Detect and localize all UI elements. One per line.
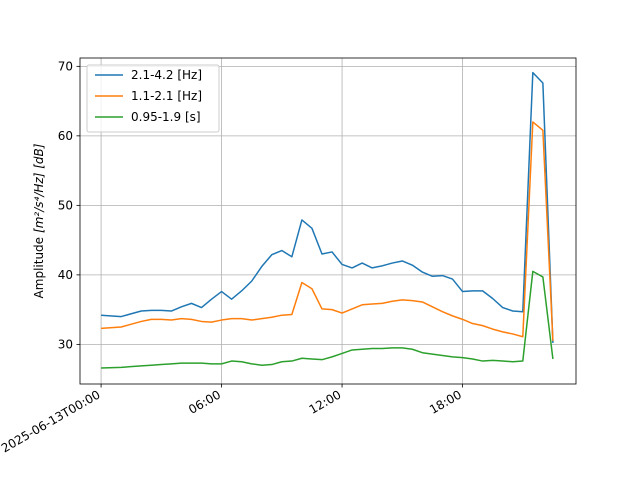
- y-tick-label: 60: [58, 129, 73, 143]
- legend-frame: [86, 64, 220, 133]
- series-line-3: [101, 270, 554, 369]
- y-axis-label: Amplitude [m²/s⁴/Hz] [dB]: [32, 143, 46, 298]
- legend-label-2: 1.1-2.1 [Hz]: [131, 89, 202, 103]
- legend: 2.1-4.2 [Hz] 1.1-2.1 [Hz] 0.95-1.9 [s]: [86, 64, 220, 133]
- series-lines: [101, 71, 554, 369]
- y-axis-label-units: [m²/s⁴/Hz] [dB]: [32, 143, 46, 233]
- y-tick-label: 30: [58, 337, 73, 351]
- y-tick-label: 50: [58, 198, 73, 212]
- y-axis-label-text: Amplitude: [32, 237, 46, 299]
- y-tick-label: 40: [58, 268, 73, 282]
- y-axis: 30 40 50 60 70: [58, 59, 80, 351]
- legend-label-3: 0.95-1.9 [s]: [131, 110, 201, 124]
- plot-area-frame: [79, 57, 577, 385]
- series-line-2: [101, 121, 554, 341]
- series-line-1: [101, 71, 554, 344]
- y-tick-label: 70: [58, 59, 73, 73]
- legend-label-1: 2.1-4.2 [Hz]: [131, 68, 202, 82]
